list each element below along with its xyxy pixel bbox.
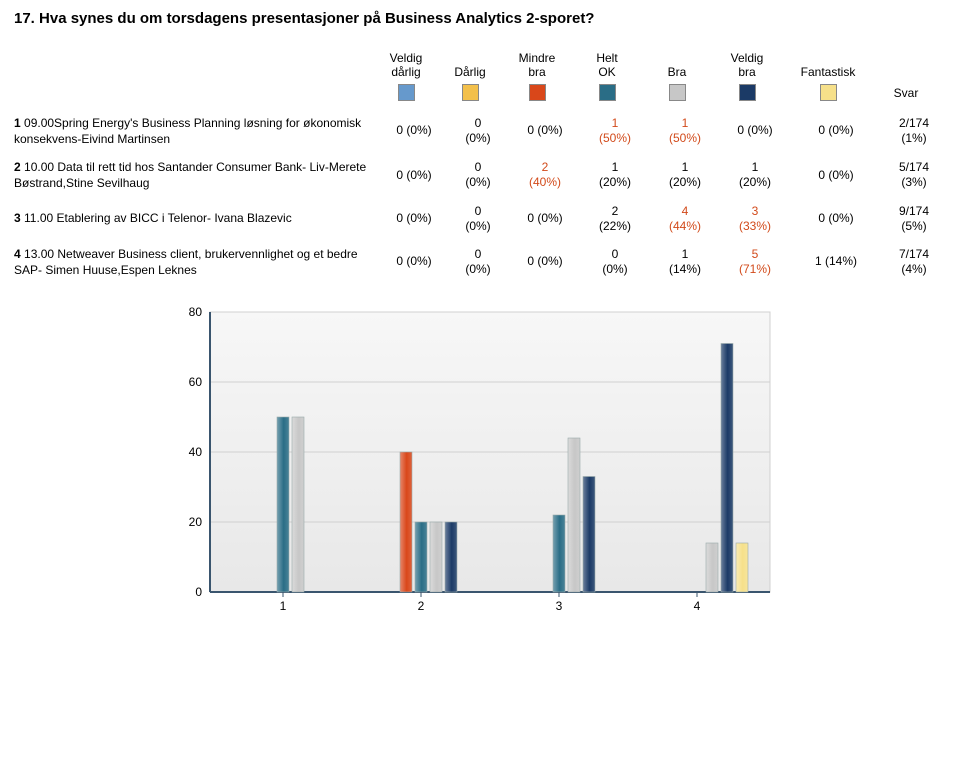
y-tick-label: 60 [189,375,203,389]
data-cell: 0 (0%) [790,168,882,183]
legend-label: Veldigdårlig [390,51,423,80]
legend-mindre_bra: Mindrebra [502,51,572,101]
chart-container: 0 20 40 60 80 1 2 3 4 [170,302,790,629]
data-cell: 0 (0%) [720,123,790,138]
row-label: 1 09.00Spring Energy's Business Planning… [14,115,382,147]
bar-bra [706,543,718,592]
legend-helt_ok: HeltOK [572,51,642,101]
data-cell: 1(20%) [580,160,650,190]
helt_ok-swatch-icon [599,84,616,101]
data-cell: 1(50%) [650,116,720,146]
darlig-swatch-icon [462,84,479,101]
table-row: 3 11.00 Etablering av BICC i Telenor- Iv… [14,198,946,240]
data-cell: 0 (0%) [382,168,446,183]
table-row: 4 13.00 Netweaver Business client, bruke… [14,240,946,284]
legend-label: Veldigbra [731,51,764,80]
legend-label: Bra [668,65,687,79]
legend-label: Fantastisk [801,65,856,79]
table-row: 1 09.00Spring Energy's Business Planning… [14,109,946,153]
bar-bra [430,522,442,592]
data-cell: 1 (14%) [790,254,882,269]
bar-helt_ok [277,417,289,592]
legend-label: Mindrebra [519,51,556,80]
mindre_bra-swatch-icon [529,84,546,101]
data-cell: 0 (0%) [510,123,580,138]
y-tick-label: 80 [189,305,203,319]
data-cell: 1(50%) [580,116,650,146]
bar-fantastisk [736,543,748,592]
veldig_bra-swatch-icon [739,84,756,101]
data-cell: 0 (0%) [510,211,580,226]
x-tick-label: 3 [556,599,563,613]
data-cell: 0 (0%) [790,211,882,226]
bar-veldig_bra [721,343,733,592]
bra-swatch-icon [669,84,686,101]
data-cell: 0 (0%) [382,254,446,269]
data-cell: 4(44%) [650,204,720,234]
row-label: 4 13.00 Netweaver Business client, bruke… [14,246,382,278]
data-cell: 9/174(5%) [882,204,946,234]
data-cell: 0(0%) [446,204,510,234]
legend-label: Dårlig [454,65,485,79]
data-cell: 2(40%) [510,160,580,190]
veldig_darlig-swatch-icon [398,84,415,101]
legend-fantastisk: Fantastisk [782,51,874,101]
y-tick-label: 20 [189,515,203,529]
bar-veldig_bra [445,522,457,592]
legend-bra: Bra [642,51,712,101]
x-tick-label: 1 [280,599,287,613]
x-tick-label: 2 [418,599,425,613]
x-tick-label: 4 [694,599,701,613]
row-label: 3 11.00 Etablering av BICC i Telenor- Iv… [14,210,382,226]
data-cell: 0 (0%) [382,211,446,226]
legend-svar: Svar [874,51,938,101]
grouped-bar-chart: 0 20 40 60 80 1 2 3 4 [170,302,790,626]
data-cell: 1(20%) [650,160,720,190]
y-tick-label: 40 [189,445,203,459]
data-cell: 0 (0%) [510,254,580,269]
legend-veldig_bra: Veldigbra [712,51,782,101]
bar-veldig_bra [583,476,595,592]
data-cell: 2(22%) [580,204,650,234]
legend-label: HeltOK [596,51,617,80]
data-cell: 0(0%) [580,247,650,277]
bar-helt_ok [415,522,427,592]
y-tick-label: 0 [195,585,202,599]
data-cell: 0 (0%) [790,123,882,138]
legend-darlig: Dårlig [438,51,502,101]
data-cell: 3(33%) [720,204,790,234]
data-cell: 0(0%) [446,160,510,190]
bar-bra [568,438,580,592]
data-rows-container: 1 09.00Spring Energy's Business Planning… [14,109,946,284]
data-cell: 5/174(3%) [882,160,946,190]
fantastisk-swatch-icon [820,84,837,101]
legend-veldig_darlig: Veldigdårlig [374,51,438,101]
legend-label: Svar [894,86,919,100]
data-cell: 7/174(4%) [882,247,946,277]
data-cell: 0 (0%) [382,123,446,138]
data-cell: 1(20%) [720,160,790,190]
bar-mindre_bra [400,452,412,592]
data-cell: 0(0%) [446,247,510,277]
bar-bra [292,417,304,592]
data-cell: 2/174(1%) [882,116,946,146]
row-label: 2 10.00 Data til rett tid hos Santander … [14,159,382,191]
table-row: 2 10.00 Data til rett tid hos Santander … [14,153,946,197]
legend-row: Veldigdårlig Dårlig Mindrebra HeltOK Bra Veld… [14,51,946,101]
data-cell: 1(14%) [650,247,720,277]
data-cell: 5(71%) [720,247,790,277]
data-cell: 0(0%) [446,116,510,146]
bar-helt_ok [553,515,565,592]
page-title: 17. Hva synes du om torsdagens presentas… [14,10,946,27]
